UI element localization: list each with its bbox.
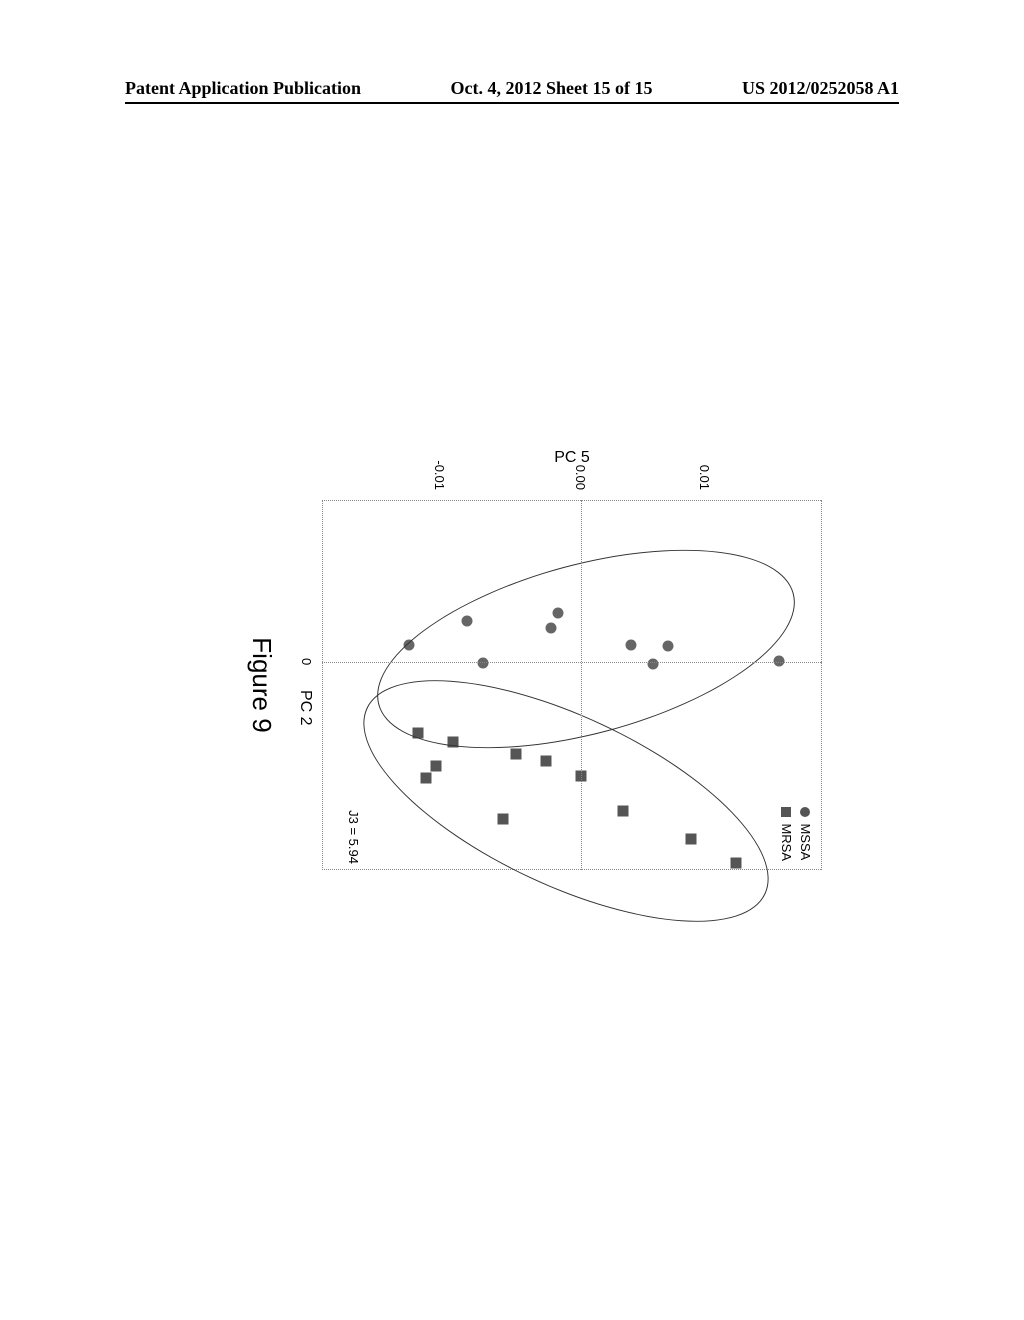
y-tick: -0.01 bbox=[432, 440, 447, 490]
legend-label: MSSA bbox=[798, 823, 813, 860]
mrsa-point bbox=[498, 814, 509, 825]
legend-row-mrsa: MRSA bbox=[779, 807, 794, 861]
rotated-figure: MSSA MRSA J3 = 5.94 0.01 0.00 -0.01 PC 5… bbox=[202, 430, 822, 890]
j3-statistic: J3 = 5.94 bbox=[346, 810, 361, 864]
mrsa-point bbox=[511, 749, 522, 760]
mrsa-point bbox=[448, 737, 459, 748]
legend-label: MRSA bbox=[779, 823, 794, 861]
mssa-point bbox=[663, 641, 674, 652]
figure-container: MSSA MRSA J3 = 5.94 0.01 0.00 -0.01 PC 5… bbox=[202, 430, 822, 890]
mrsa-point bbox=[686, 834, 697, 845]
mrsa-point bbox=[618, 806, 629, 817]
y-zero-gridline bbox=[322, 662, 822, 663]
x-tick: 0 bbox=[299, 658, 314, 665]
figure-caption: Figure 9 bbox=[246, 637, 277, 732]
mssa-cluster bbox=[356, 511, 815, 786]
mssa-point bbox=[462, 616, 473, 627]
mssa-point bbox=[404, 640, 415, 651]
mrsa-point bbox=[431, 761, 442, 772]
mssa-point bbox=[546, 623, 557, 634]
square-marker-icon bbox=[782, 807, 792, 817]
circle-marker-icon bbox=[801, 807, 811, 817]
mssa-point bbox=[648, 659, 659, 670]
mrsa-point bbox=[421, 773, 432, 784]
header-publication: Patent Application Publication bbox=[125, 78, 361, 99]
mssa-point bbox=[478, 658, 489, 669]
y-tick: 0.01 bbox=[697, 440, 712, 490]
mrsa-cluster bbox=[331, 631, 802, 971]
header-underline bbox=[125, 102, 899, 104]
legend-row-mssa: MSSA bbox=[798, 807, 813, 861]
mssa-point bbox=[774, 656, 785, 667]
mssa-point bbox=[626, 640, 637, 651]
y-axis-label: PC 5 bbox=[554, 449, 590, 467]
mrsa-point bbox=[413, 728, 424, 739]
plot-area: MSSA MRSA J3 = 5.94 bbox=[322, 500, 822, 870]
header-patent-number: US 2012/0252058 A1 bbox=[742, 78, 899, 99]
header-date-sheet: Oct. 4, 2012 Sheet 15 of 15 bbox=[451, 78, 653, 99]
x-zero-gridline bbox=[581, 500, 582, 870]
patent-header: Patent Application Publication Oct. 4, 2… bbox=[0, 78, 1024, 99]
mrsa-point bbox=[541, 756, 552, 767]
mssa-point bbox=[553, 608, 564, 619]
legend: MSSA MRSA bbox=[775, 807, 813, 861]
x-axis-label: PC 2 bbox=[296, 690, 314, 726]
mrsa-point bbox=[731, 858, 742, 869]
